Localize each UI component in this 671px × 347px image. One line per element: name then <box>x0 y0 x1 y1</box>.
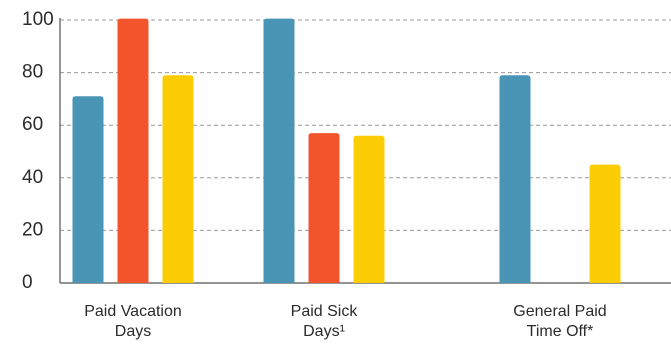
y-tick-label-100: 100 <box>22 9 54 30</box>
bar-0-2 <box>162 75 194 283</box>
y-tick-label-40: 40 <box>22 167 43 188</box>
x-category-label-2-1: Time Off* <box>527 323 594 340</box>
y-tick-label-0: 0 <box>22 272 33 293</box>
x-category-label-1-0: Paid Sick <box>291 303 359 320</box>
y-tick-label-80: 80 <box>22 62 43 83</box>
bar-0-0 <box>72 96 104 284</box>
bar-1-0 <box>263 18 295 284</box>
y-tick-label-60: 60 <box>22 114 43 135</box>
category-labels: Paid Vacation Days Paid Sick Days¹ General P… <box>84 303 606 340</box>
x-category-label-2-0: General Paid <box>513 303 606 320</box>
y-tick-label-20: 20 <box>22 219 43 240</box>
x-category-label-0-1: Days <box>115 323 151 340</box>
bar-1-2 <box>353 135 385 283</box>
bars <box>72 18 621 284</box>
bar-2-0 <box>499 75 531 283</box>
bar-2-2 <box>589 164 621 283</box>
bar-1-1 <box>308 133 340 283</box>
bar-0-1 <box>117 18 149 284</box>
gridlines <box>60 19 671 231</box>
x-category-label-1-1: Days¹ <box>303 323 345 340</box>
x-category-label-0-0: Paid Vacation <box>84 303 182 320</box>
